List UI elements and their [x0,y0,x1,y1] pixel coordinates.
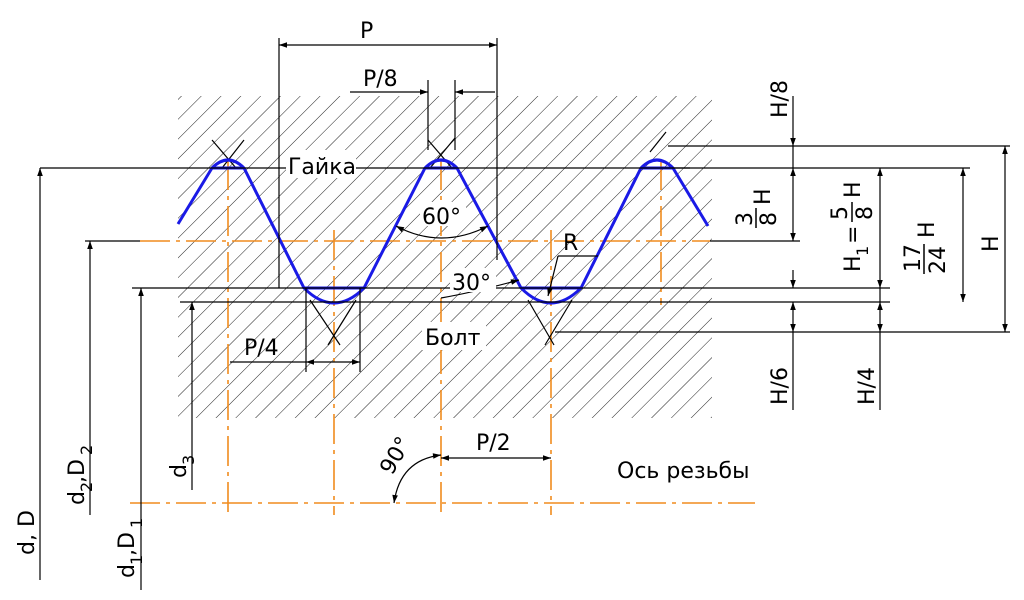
angle-90-label: 90° [376,433,417,479]
p-label: P [360,19,373,44]
svg-text:1: 1 [853,246,872,256]
d1-label: d 1 ,D 1 [115,518,146,578]
extension-lines [40,145,1010,333]
svg-text:H: H [841,181,866,198]
d2-label: d 2 ,D 2 [65,445,96,505]
svg-text:H: H [841,255,866,272]
angle-60-arc [395,225,489,239]
radius-label: R [563,231,578,256]
svg-text:8: 8 [853,206,878,220]
svg-text:=: = [841,226,866,244]
svg-text:24: 24 [926,246,951,274]
h-label: H [979,235,1004,252]
svg-text:3: 3 [733,212,758,226]
svg-text:2: 2 [77,445,96,455]
svg-text:d: d [65,491,90,505]
p4-label: P/4 [244,336,279,361]
svg-text:1: 1 [127,518,146,528]
hatched-material [178,96,712,418]
svg-text:1: 1 [127,555,146,565]
svg-text:17: 17 [901,244,926,272]
angle-30-label: 30° [452,271,491,296]
h4-label: H/4 [855,367,880,405]
nut-label: Гайка [288,155,356,180]
d3-label: d 3 [167,455,198,478]
svg-text:H: H [751,188,776,205]
thread-axis-label: Ось резьбы [617,459,749,484]
h8-label: H/8 [768,80,793,118]
svg-text:d: d [167,464,192,478]
svg-text:d: d [115,564,140,578]
angle-60-label: 60° [422,205,461,230]
svg-text:3: 3 [179,455,198,465]
svg-text:2: 2 [77,482,96,492]
svg-text:,D: ,D [65,459,90,483]
svg-text:8: 8 [757,212,782,226]
svg-text:,D: ,D [115,532,140,556]
h38-label: 3 8 H [733,188,782,228]
bolt-label: Болт [425,326,481,351]
angle-90-arc [392,453,442,504]
p2-label: P/2 [476,431,511,456]
p8-label: P/8 [363,67,398,92]
svg-text:5: 5 [828,206,853,220]
svg-text:H: H [915,221,940,238]
d-label: d, D [15,510,40,555]
h1-label: H 1 = 5 8 H [828,181,878,272]
h17-24-label: 17 24 H [901,221,951,274]
h6-label: H/6 [768,367,793,405]
